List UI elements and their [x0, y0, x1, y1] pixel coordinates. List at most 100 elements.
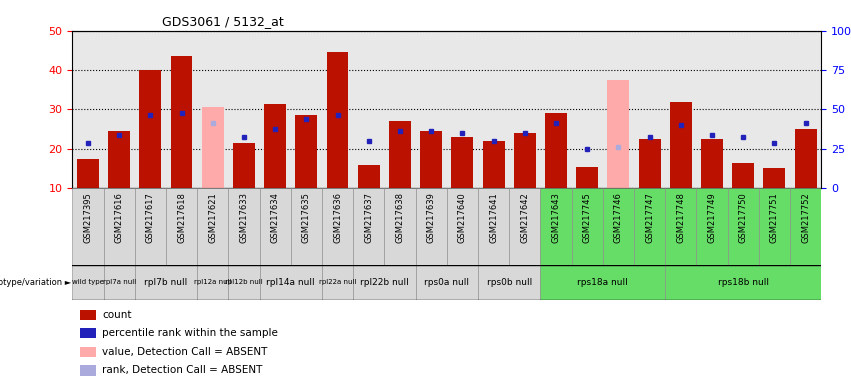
Bar — [415, 188, 447, 265]
Bar — [134, 265, 197, 300]
Text: GSM217633: GSM217633 — [239, 192, 248, 243]
Bar — [763, 169, 785, 188]
Bar — [389, 121, 411, 188]
Bar — [451, 137, 473, 188]
Bar — [732, 162, 754, 188]
Text: GSM217643: GSM217643 — [551, 192, 561, 243]
Bar — [790, 188, 821, 265]
Text: genotype/variation ►: genotype/variation ► — [0, 278, 71, 287]
Text: rps18b null: rps18b null — [717, 278, 768, 287]
Text: GSM217746: GSM217746 — [614, 192, 623, 243]
Text: GSM217617: GSM217617 — [146, 192, 155, 243]
Bar — [696, 188, 728, 265]
Bar — [72, 188, 104, 265]
Text: GSM217621: GSM217621 — [208, 192, 217, 243]
Text: GSM217749: GSM217749 — [707, 192, 717, 243]
Text: value, Detection Call = ABSENT: value, Detection Call = ABSENT — [102, 347, 268, 357]
Text: GSM217618: GSM217618 — [177, 192, 186, 243]
Bar — [483, 141, 505, 188]
Bar — [728, 188, 759, 265]
Bar — [108, 131, 130, 188]
Bar — [385, 188, 415, 265]
Bar — [77, 159, 99, 188]
Text: GSM217641: GSM217641 — [489, 192, 498, 243]
Bar — [795, 129, 816, 188]
Text: GSM217637: GSM217637 — [364, 192, 374, 243]
Bar — [353, 188, 385, 265]
Text: count: count — [102, 310, 132, 320]
Bar — [478, 188, 509, 265]
Text: rpl22b null: rpl22b null — [360, 278, 408, 287]
Bar — [202, 108, 224, 188]
Bar — [260, 188, 291, 265]
Bar — [603, 188, 634, 265]
Bar — [264, 104, 286, 188]
Text: percentile rank within the sample: percentile rank within the sample — [102, 328, 278, 338]
Text: GSM217750: GSM217750 — [739, 192, 748, 243]
Bar — [322, 265, 353, 300]
Bar — [104, 188, 134, 265]
Text: GSM217395: GSM217395 — [83, 192, 93, 243]
Bar — [665, 265, 821, 300]
Text: GSM217748: GSM217748 — [677, 192, 685, 243]
Text: rps0a null: rps0a null — [425, 278, 469, 287]
Bar — [638, 139, 660, 188]
Text: GSM217752: GSM217752 — [801, 192, 810, 243]
Text: GSM217616: GSM217616 — [115, 192, 123, 243]
Bar — [540, 265, 665, 300]
Bar — [170, 56, 192, 188]
Text: rpl22a null: rpl22a null — [319, 279, 357, 285]
Bar — [233, 143, 254, 188]
Bar — [608, 80, 629, 188]
Text: GSM217640: GSM217640 — [458, 192, 467, 243]
Text: rank, Detection Call = ABSENT: rank, Detection Call = ABSENT — [102, 366, 263, 376]
Text: rpl7b null: rpl7b null — [145, 278, 187, 287]
Bar — [228, 188, 260, 265]
Text: GSM217634: GSM217634 — [271, 192, 280, 243]
Bar — [80, 366, 96, 376]
Bar — [420, 131, 442, 188]
Text: GDS3061 / 5132_at: GDS3061 / 5132_at — [163, 15, 284, 28]
Text: GSM217642: GSM217642 — [520, 192, 529, 243]
Bar — [540, 188, 572, 265]
Bar — [545, 113, 567, 188]
Bar — [514, 133, 535, 188]
Text: rps0b null: rps0b null — [487, 278, 532, 287]
Text: GSM217747: GSM217747 — [645, 192, 654, 243]
Bar — [353, 265, 415, 300]
Text: GSM217751: GSM217751 — [770, 192, 779, 243]
Bar — [701, 139, 722, 188]
Bar — [576, 167, 598, 188]
Text: GSM217639: GSM217639 — [426, 192, 436, 243]
Bar — [572, 188, 603, 265]
Bar — [357, 165, 380, 188]
Bar — [80, 310, 96, 320]
Bar — [291, 188, 322, 265]
Bar — [197, 265, 228, 300]
Bar — [322, 188, 353, 265]
Text: rps18a null: rps18a null — [578, 278, 628, 287]
Text: wild type: wild type — [72, 279, 104, 285]
Bar — [634, 188, 665, 265]
Bar — [140, 70, 161, 188]
Bar — [670, 101, 692, 188]
Bar — [327, 52, 348, 188]
Bar — [72, 265, 104, 300]
Text: GSM217638: GSM217638 — [396, 192, 404, 243]
Bar — [80, 328, 96, 338]
Bar — [197, 188, 228, 265]
Text: rpl12b null: rpl12b null — [225, 279, 263, 285]
Text: rpl12a null: rpl12a null — [194, 279, 231, 285]
Bar — [104, 265, 134, 300]
Bar — [166, 188, 197, 265]
Text: GSM217636: GSM217636 — [333, 192, 342, 243]
Text: GSM217745: GSM217745 — [583, 192, 591, 243]
Text: GSM217635: GSM217635 — [302, 192, 311, 243]
Bar — [447, 188, 478, 265]
Bar — [759, 188, 790, 265]
Bar — [80, 347, 96, 357]
Bar — [415, 265, 478, 300]
Bar — [478, 265, 540, 300]
Bar — [260, 265, 322, 300]
Bar — [134, 188, 166, 265]
